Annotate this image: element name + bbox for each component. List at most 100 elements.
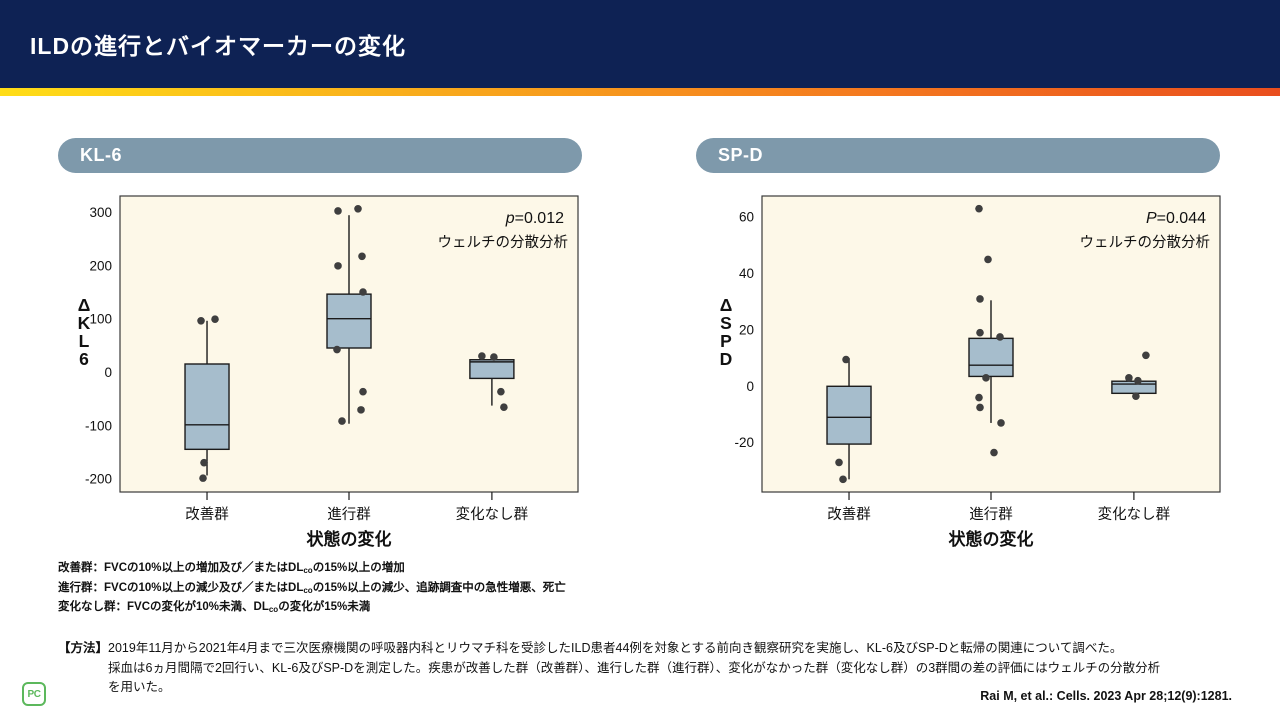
y-axis-label-char: S xyxy=(720,313,732,333)
y-tick-label: 20 xyxy=(739,322,754,337)
data-point xyxy=(990,448,998,457)
pc-logo-text: PC xyxy=(27,688,41,700)
footnote-line: 進行群：FVCの10%以上の減少及び／またはDLcoの15%以上の減少、追跡調査… xyxy=(58,581,566,595)
data-point xyxy=(839,475,847,484)
x-category-label: 改善群 xyxy=(185,506,229,523)
box-group: 進行群 xyxy=(968,204,1014,523)
box-group: 変化なし群 xyxy=(1098,351,1171,523)
method-label: 【方法】 xyxy=(58,641,109,655)
data-point xyxy=(199,474,207,482)
y-axis-label-char: Δ xyxy=(720,295,733,315)
y-tick-label: 0 xyxy=(746,379,754,394)
accent-gradient-bar xyxy=(0,88,1280,96)
y-tick-label: 40 xyxy=(739,266,754,281)
y-tick-label: 300 xyxy=(89,205,112,220)
data-point xyxy=(1125,374,1133,382)
box-group: 改善群 xyxy=(826,355,872,523)
data-point xyxy=(500,403,508,411)
y-tick-label: -200 xyxy=(85,472,112,487)
header-bar: ILDの進行とバイオマーカーの変化 xyxy=(0,0,1280,88)
data-point xyxy=(211,315,219,323)
iqr-box xyxy=(1111,380,1157,395)
spd-boxplot-chart: 60 40 20 0 -20 Δ S P D 改善群 進行群 変化なし群状態の変化 P=0.044 ウェル… xyxy=(700,190,1240,556)
footnote-line: 改善群：FVCの10%以上の増加及び／またはDLcoの15%以上の増加 xyxy=(58,562,405,575)
data-point xyxy=(976,295,984,303)
data-point xyxy=(333,345,341,354)
data-point xyxy=(359,387,367,396)
stat-method-annotation: ウェルチの分散分析 xyxy=(1080,234,1211,251)
data-point xyxy=(490,353,498,361)
x-category-label: 改善群 xyxy=(827,506,871,523)
data-point xyxy=(357,406,365,414)
data-point xyxy=(975,393,983,402)
stat-method-annotation: ウェルチの分散分析 xyxy=(438,234,569,251)
data-point xyxy=(984,255,992,264)
x-axis-title: 状態の変化 xyxy=(307,529,392,549)
x-axis-title: 状態の変化 xyxy=(949,529,1034,549)
iqr-box xyxy=(826,385,872,445)
y-axis-label-char: K xyxy=(78,313,91,333)
y-tick-label: -20 xyxy=(734,435,754,450)
kl6-panel-label: KL-6 xyxy=(80,145,122,165)
data-point xyxy=(1134,376,1142,385)
data-point xyxy=(835,458,843,467)
y-axis-label-char: D xyxy=(720,349,733,369)
method-line: 2019年11月から2021年4月まで三次医療機関の呼吸器内科とリウマチ科を受診… xyxy=(108,641,1123,655)
data-point xyxy=(1132,392,1140,400)
data-point xyxy=(997,419,1005,427)
x-category-label: 進行群 xyxy=(327,506,371,523)
data-point xyxy=(197,317,205,325)
y-tick-label: 60 xyxy=(739,210,754,225)
data-point xyxy=(334,207,342,215)
method-content: 2019年11月から2021年4月まで三次医療機関の呼吸器内科とリウマチ科を受診… xyxy=(108,639,1160,698)
y-axis-label-char: 6 xyxy=(79,349,89,369)
kl6-panel-header: KL-6 xyxy=(58,138,582,173)
data-point xyxy=(478,352,486,360)
data-point xyxy=(334,262,342,270)
p-value-annotation: P=0.044 xyxy=(1146,210,1206,227)
x-category-label: 変化なし群 xyxy=(456,506,529,523)
kl6-boxplot-chart: 300 200 100 0 -100 -200 Δ K L 6 改善群 進行群 変化なし群状態の変化 p=… xyxy=(58,190,598,556)
data-point xyxy=(842,355,850,364)
iqr-box xyxy=(326,293,372,349)
iqr-box xyxy=(968,337,1014,378)
box-group: 改善群 xyxy=(184,315,230,523)
x-category-label: 進行群 xyxy=(969,506,1013,523)
data-point xyxy=(497,387,505,396)
y-tick-label: 0 xyxy=(104,365,112,380)
p-value-annotation: p=0.012 xyxy=(505,210,564,227)
method-line: を用いた。 xyxy=(108,680,171,694)
data-point xyxy=(1142,351,1150,360)
iqr-box xyxy=(184,363,230,451)
y-axis-label-char: L xyxy=(79,331,90,351)
spd-panel-header: SP-D xyxy=(696,138,1220,173)
data-point xyxy=(354,205,362,213)
data-point xyxy=(976,328,984,337)
data-point xyxy=(338,417,346,425)
y-axis-label-char: P xyxy=(720,331,732,351)
y-tick-label: 100 xyxy=(89,312,112,327)
method-line: 採血は6ヵ月間隔で2回行い、KL-6及びSP-Dを測定した。疾患が改善した群（改… xyxy=(108,660,1161,675)
page-title: ILDの進行とバイオマーカーの変化 xyxy=(30,33,407,59)
data-point xyxy=(982,374,990,382)
pc-logo: PC xyxy=(22,682,46,706)
data-point xyxy=(975,204,983,213)
x-category-label: 変化なし群 xyxy=(1098,506,1171,523)
y-axis-label-char: Δ xyxy=(78,295,91,315)
data-point xyxy=(996,333,1004,341)
data-point xyxy=(358,252,366,261)
footnote-line: 変化なし群：FVCの変化が10%未満、DLcoの変化が15%未満 xyxy=(58,601,371,614)
y-tick-label: -100 xyxy=(85,418,112,433)
box-group: 進行群 xyxy=(326,205,372,523)
box-group: 変化なし群 xyxy=(456,352,529,523)
citation: Rai M, et al.: Cells. 2023 Apr 28;12(9):… xyxy=(980,689,1232,703)
group-definitions-footnote: 改善群：FVCの10%以上の増加及び／またはDLcoの15%以上の増加 進行群：… xyxy=(58,560,566,619)
data-point xyxy=(359,288,367,296)
data-point xyxy=(976,403,984,412)
method-block: 【方法】 2019年11月から2021年4月まで三次医療機関の呼吸器内科とリウマ… xyxy=(58,639,1234,698)
y-tick-label: 200 xyxy=(89,258,112,273)
data-point xyxy=(200,458,208,467)
